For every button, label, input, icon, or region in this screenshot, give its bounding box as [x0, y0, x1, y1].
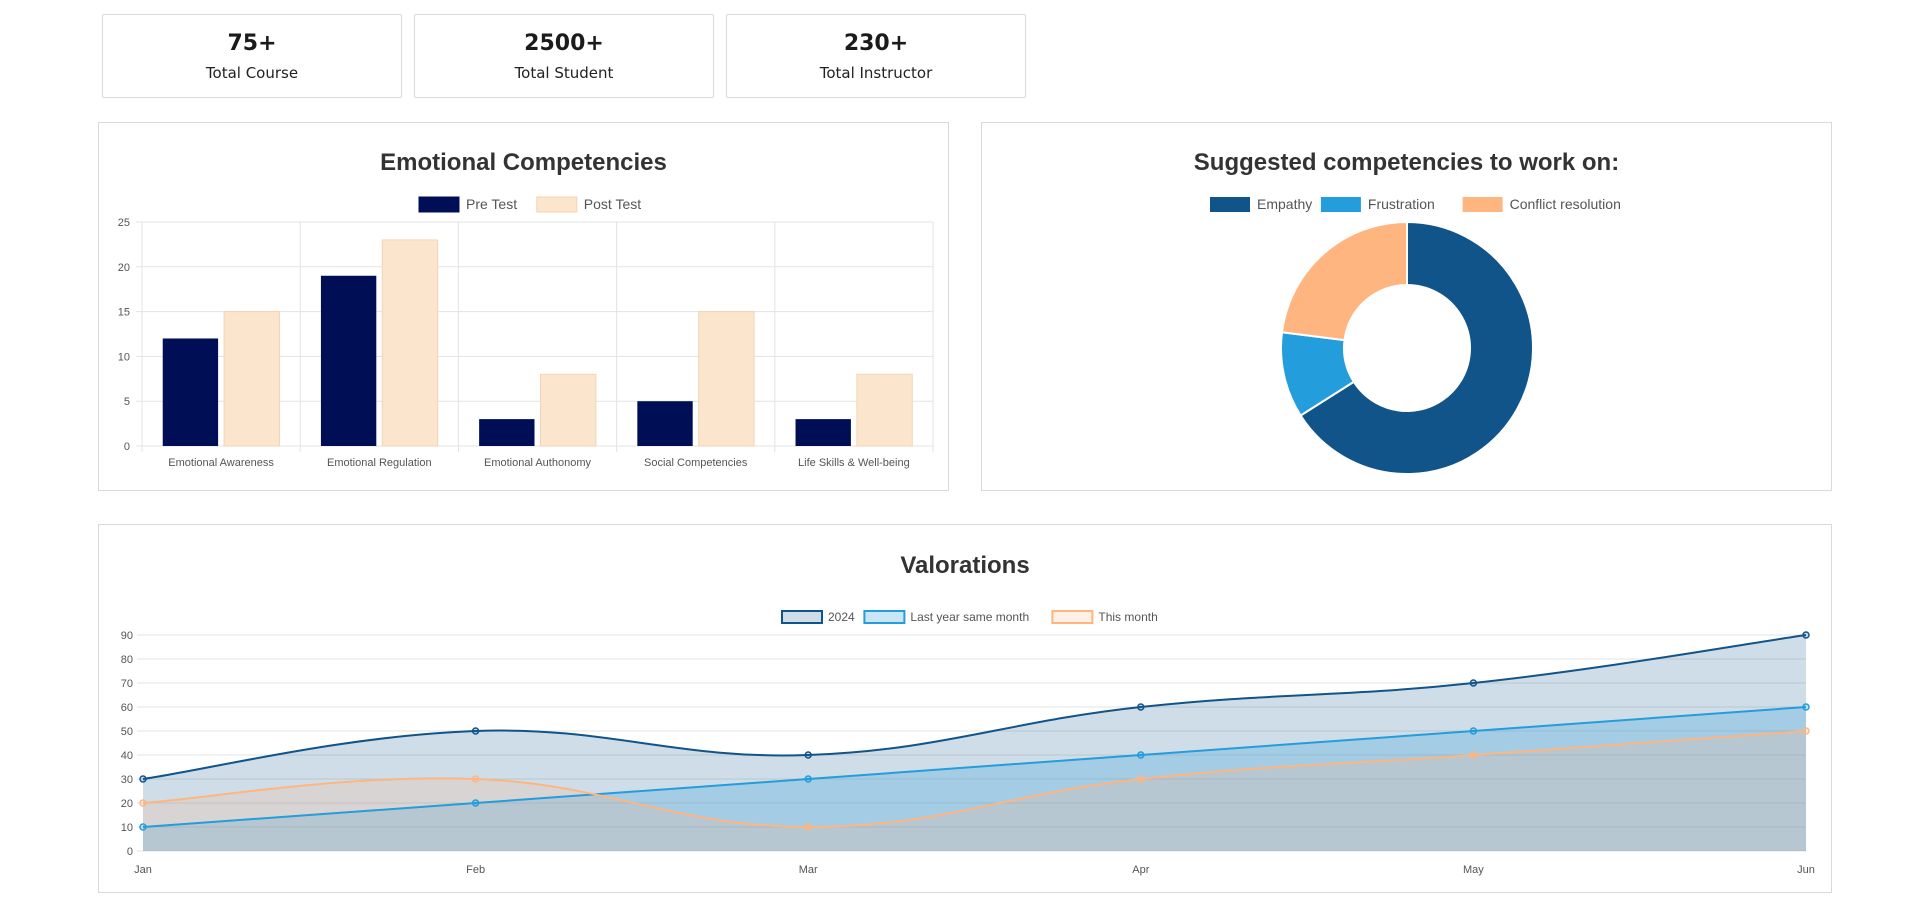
bar-pre-test — [320, 275, 377, 446]
series-point — [804, 823, 812, 831]
y-tick-label: 20 — [118, 262, 130, 274]
bar-pre-test — [479, 419, 535, 446]
legend-label: This month — [1098, 610, 1157, 624]
legend-swatch — [1462, 197, 1503, 212]
legend-label: Post Test — [584, 196, 641, 212]
y-tick-label: 0 — [127, 846, 133, 858]
y-tick-label: 70 — [121, 678, 133, 690]
y-tick-label: 50 — [121, 726, 133, 738]
legend-swatch — [418, 196, 460, 213]
series-point — [1469, 679, 1478, 687]
y-tick-label: 5 — [124, 396, 130, 408]
stat-label: Total Instructor — [819, 64, 933, 82]
series-point — [139, 775, 147, 783]
y-tick-label: 25 — [118, 217, 130, 229]
donut-slice-empathy — [1299, 220, 1534, 475]
x-tick-label: Jun — [1797, 864, 1815, 876]
stat-value: 230+ — [843, 31, 909, 56]
stat-value: 2500+ — [524, 31, 604, 56]
legend-label: Frustration — [1368, 196, 1435, 212]
x-tick-label: Feb — [466, 864, 485, 876]
series-point — [804, 751, 812, 759]
y-tick-label: 40 — [121, 750, 133, 762]
bar-chart: 0 5 10 15 20 25 Emotional Awareness Emotional R… — [118, 196, 934, 469]
x-tick-label: Life Skills & Well-being — [798, 457, 910, 469]
y-tick-label: 30 — [121, 774, 133, 786]
x-tick-label: Emotional Authonomy — [484, 457, 592, 469]
y-tick-label: 15 — [118, 307, 130, 319]
legend-label: Empathy — [1257, 196, 1312, 212]
bar-post-test — [223, 311, 280, 447]
line-chart: 0 10 20 30 40 50 60 70 80 90 Jan Feb Mar Apr May Jun 202… — [121, 610, 1815, 876]
x-tick-label: Jan — [134, 864, 152, 876]
stat-card-courses: 75+ Total Course — [102, 14, 402, 98]
series-point — [1802, 631, 1810, 639]
stat-label: Total Student — [514, 64, 614, 82]
x-tick-label: Apr — [1132, 864, 1149, 876]
legend-swatch — [1051, 610, 1094, 624]
series-point — [471, 775, 480, 783]
y-tick-label: 10 — [118, 351, 130, 363]
bar-pre-test — [795, 419, 851, 446]
series-point — [1802, 703, 1810, 711]
series-point — [139, 799, 147, 807]
legend-label: Conflict resolution — [1510, 196, 1621, 212]
donut-chart: Empathy Frustration Conflict resolution — [1210, 196, 1621, 475]
legend-swatch — [1320, 197, 1361, 212]
series-line — [142, 634, 1807, 780]
y-tick-label: 90 — [121, 630, 133, 642]
series-point — [1469, 727, 1478, 735]
x-tick-label: Mar — [799, 864, 818, 876]
series-area — [143, 707, 1806, 851]
bar-chart-title: Emotional Competencies — [380, 149, 667, 176]
series-point — [139, 823, 147, 831]
line-chart-title: Valorations — [900, 552, 1030, 579]
legend-swatch — [1210, 197, 1250, 212]
legend-label: 2024 — [828, 610, 855, 624]
series-point — [804, 775, 812, 783]
y-tick-label: 60 — [121, 702, 133, 714]
legend-swatch — [536, 196, 578, 213]
x-tick-label: Emotional Awareness — [168, 457, 274, 469]
legend-label: Pre Test — [466, 196, 517, 212]
stat-label: Total Course — [205, 64, 299, 82]
series-point — [1802, 727, 1810, 735]
stat-card-students: 2500+ Total Student — [414, 14, 714, 98]
series-point — [1137, 751, 1145, 759]
legend-label: Last year same month — [910, 610, 1029, 624]
y-tick-label: 20 — [121, 798, 133, 810]
series-point — [1137, 703, 1145, 711]
bar-post-test — [381, 239, 439, 447]
series-line — [142, 706, 1807, 828]
x-tick-label: Emotional Regulation — [327, 457, 432, 469]
y-tick-label: 0 — [124, 441, 130, 453]
series-point — [1469, 751, 1478, 759]
suggested-competencies-panel: Suggested competencies to work on: Empat… — [981, 122, 1832, 491]
y-tick-label: 10 — [121, 822, 133, 834]
stat-card-instructors: 230+ Total Instructor — [726, 14, 1026, 98]
x-tick-label: Social Competencies — [644, 457, 748, 469]
bar-post-test — [698, 311, 755, 447]
emotional-competencies-panel: Emotional Competencies 0 5 10 15 20 25 Emotion… — [98, 122, 949, 491]
bar-post-test — [540, 373, 597, 447]
donut-slice-conflict-resolution — [1280, 220, 1408, 342]
bar-post-test — [856, 373, 913, 447]
bar-pre-test — [162, 338, 219, 446]
series-point — [1137, 775, 1145, 783]
series-point — [471, 799, 480, 807]
bar-pre-test — [637, 401, 693, 446]
donut-chart-title: Suggested competencies to work on: — [1193, 149, 1620, 176]
legend-swatch — [781, 610, 823, 624]
y-tick-label: 80 — [121, 654, 133, 666]
series-point — [471, 727, 480, 735]
legend-swatch — [863, 610, 906, 624]
x-tick-label: May — [1463, 864, 1484, 876]
valorations-panel: Valorations 0 10 20 30 40 50 60 70 80 90 Jan Feb Mar… — [98, 524, 1832, 893]
stat-value: 75+ — [227, 31, 277, 56]
series-line — [142, 730, 1807, 829]
